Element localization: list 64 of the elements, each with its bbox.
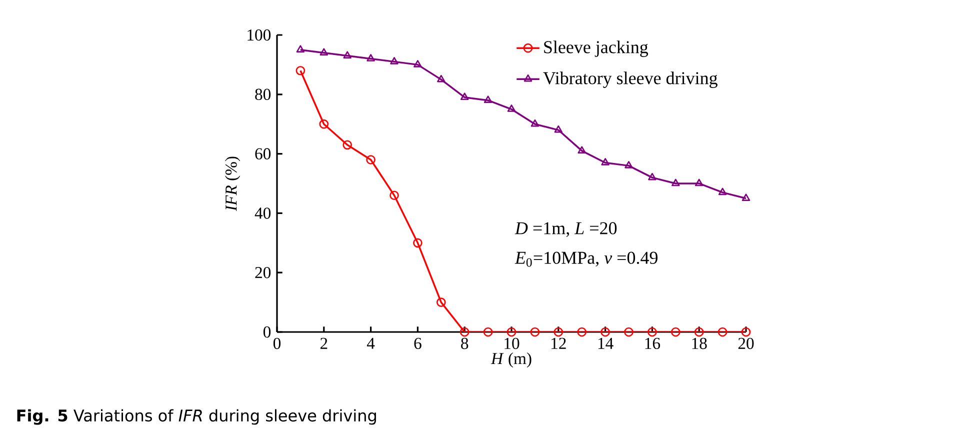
point — [343, 51, 352, 58]
point — [718, 188, 727, 196]
x-axis-title: H (m) — [490, 352, 532, 368]
x-tick-label: 20 — [738, 338, 754, 350]
point — [530, 327, 540, 337]
y-tick-label: 20 — [255, 266, 271, 278]
annotation: E$_{0}$=10MPa, v =0.49 — [514, 252, 658, 267]
y-tick-label: 60 — [255, 148, 271, 160]
point — [366, 54, 375, 62]
point — [483, 327, 493, 337]
y-axis-title: IFR (%) — [225, 156, 240, 212]
x-tick-label: 8 — [461, 338, 468, 350]
point — [506, 327, 516, 337]
point — [436, 298, 446, 307]
legend-label: Sleeve jacking — [544, 40, 648, 57]
x-tick-label: 10 — [504, 338, 520, 350]
point — [578, 146, 586, 154]
point — [554, 327, 564, 337]
x-tick-label: 16 — [645, 338, 660, 350]
point — [670, 327, 680, 337]
x-tick-label: 4 — [366, 338, 375, 349]
point — [319, 119, 329, 129]
x-tick-label: 2 — [320, 338, 328, 349]
point — [624, 327, 634, 337]
x-tick-label: 18 — [692, 338, 707, 350]
point — [718, 327, 728, 337]
point — [320, 48, 328, 56]
point — [414, 60, 422, 68]
legend-label: Vibratory sleeve driving — [543, 72, 718, 88]
point — [601, 158, 610, 166]
point — [648, 172, 656, 180]
point — [296, 45, 305, 53]
point — [296, 66, 306, 76]
x-tick-label: 6 — [414, 338, 422, 350]
point — [437, 74, 446, 82]
point — [672, 178, 680, 186]
point — [342, 140, 352, 150]
point — [507, 104, 516, 112]
text: Fig. 5 Variations of IFR during sleeve driving — [17, 409, 376, 425]
point — [390, 57, 398, 64]
point — [741, 327, 751, 337]
annotation: D =1m, L =20 — [514, 222, 617, 237]
x-tick-label: 12 — [552, 338, 566, 349]
point — [694, 178, 704, 186]
point — [390, 190, 399, 200]
point — [530, 119, 540, 127]
point — [577, 327, 587, 337]
point — [694, 327, 704, 337]
y-tick-label: 40 — [254, 208, 271, 219]
point — [484, 96, 492, 104]
point — [600, 327, 610, 337]
point — [742, 194, 750, 202]
x-tick-label: 0 — [273, 338, 281, 350]
point — [460, 92, 469, 100]
y-tick-label: 80 — [255, 88, 271, 100]
x-tick-label: 14 — [598, 338, 614, 349]
point — [460, 327, 470, 337]
y-tick-label: 0 — [263, 326, 271, 338]
point — [366, 155, 376, 164]
point — [413, 238, 422, 248]
point — [624, 161, 633, 168]
y-tick-label: 100 — [248, 29, 271, 41]
point — [554, 125, 563, 133]
point — [648, 327, 657, 337]
